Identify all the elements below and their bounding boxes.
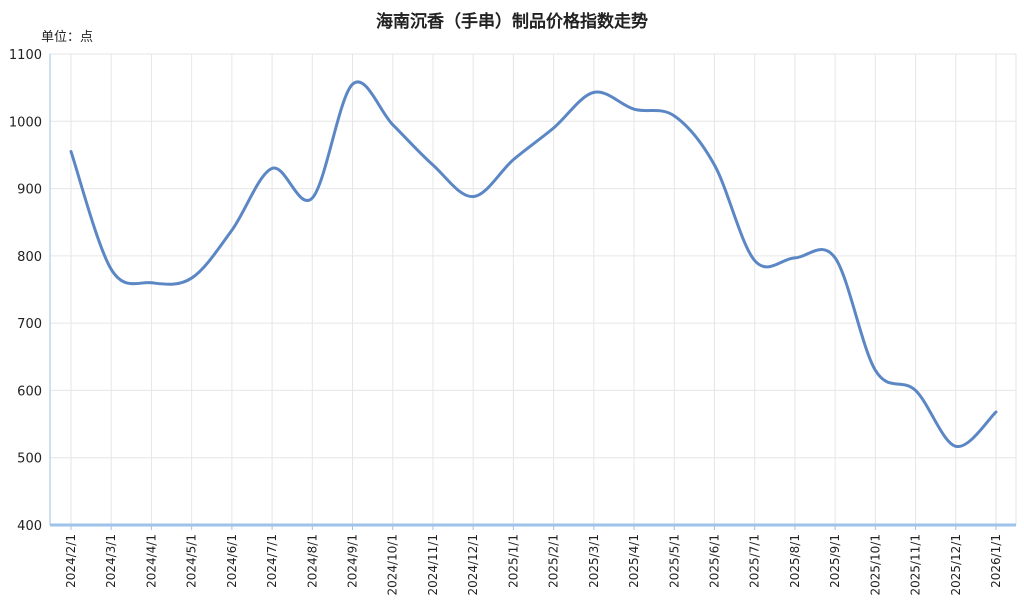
y-tick-label: 900	[17, 183, 42, 198]
data-point	[914, 389, 917, 392]
series-layer	[69, 80, 998, 448]
x-tick-label: 2025/8/1	[788, 534, 802, 588]
data-point	[592, 91, 595, 94]
y-tick-label: 700	[17, 317, 42, 332]
data-point	[110, 268, 113, 271]
data-point	[753, 259, 756, 262]
label-layer: 400 500 600 700 800 900 1000 1100 2024/2/1 2024/3…	[9, 48, 1003, 596]
x-tick-label: 2026/1/1	[989, 534, 1003, 588]
data-point	[271, 167, 274, 170]
y-tick-label: 1100	[9, 48, 42, 63]
unit-label: 单位：点	[41, 30, 94, 45]
data-point	[472, 195, 475, 198]
x-tick-label: 2025/4/1	[627, 534, 641, 588]
x-tick-label: 2025/6/1	[707, 534, 721, 588]
y-tick-label: 500	[17, 452, 42, 467]
data-point	[673, 114, 676, 117]
x-tick-label: 2024/4/1	[144, 534, 158, 588]
data-point	[190, 277, 193, 280]
x-tick-label: 2024/3/1	[104, 534, 118, 588]
data-point	[311, 196, 314, 199]
x-tick-label: 2024/2/1	[64, 534, 78, 588]
data-point	[70, 150, 73, 153]
x-tick-label: 2024/10/1	[386, 534, 400, 596]
x-tick-label: 2024/5/1	[185, 534, 199, 588]
data-point	[431, 164, 434, 167]
data-point	[391, 123, 394, 126]
x-tick-label: 2024/12/1	[466, 534, 480, 596]
data-point	[713, 164, 716, 167]
axis-layer	[49, 54, 1016, 530]
series-line	[69, 80, 998, 448]
data-point	[793, 256, 796, 259]
data-point	[230, 229, 233, 232]
chart-title: 海南沉香（手串）制品价格指数走势	[376, 12, 648, 32]
y-tick-label: 400	[17, 519, 42, 534]
x-tick-label: 2025/12/1	[949, 534, 963, 596]
x-tick-label: 2025/10/1	[868, 534, 882, 596]
data-point	[995, 410, 998, 413]
data-point	[150, 281, 153, 284]
y-tick-label: 800	[17, 250, 42, 265]
x-tick-label: 2024/8/1	[305, 534, 319, 588]
data-point	[874, 369, 877, 372]
x-tick-label: 2024/9/1	[346, 534, 360, 588]
data-point	[512, 158, 515, 161]
x-tick-label: 2025/7/1	[748, 534, 762, 588]
x-tick-label: 2025/9/1	[828, 534, 842, 588]
data-point	[834, 256, 837, 259]
y-tick-label: 1000	[9, 115, 42, 130]
x-tick-label: 2025/1/1	[506, 534, 520, 588]
data-point	[633, 108, 636, 111]
grid-layer	[50, 53, 1017, 525]
data-point	[954, 445, 957, 448]
x-tick-label: 2025/11/1	[909, 534, 923, 596]
x-tick-label: 2024/7/1	[265, 534, 279, 588]
x-tick-label: 2024/6/1	[225, 534, 239, 588]
y-tick-label: 600	[17, 384, 42, 399]
data-point	[351, 83, 354, 86]
x-tick-label: 2024/11/1	[426, 534, 440, 596]
x-tick-label: 2025/3/1	[587, 534, 601, 588]
x-tick-label: 2025/2/1	[547, 534, 561, 588]
x-tick-label: 2025/5/1	[667, 534, 681, 588]
data-point	[552, 127, 555, 130]
